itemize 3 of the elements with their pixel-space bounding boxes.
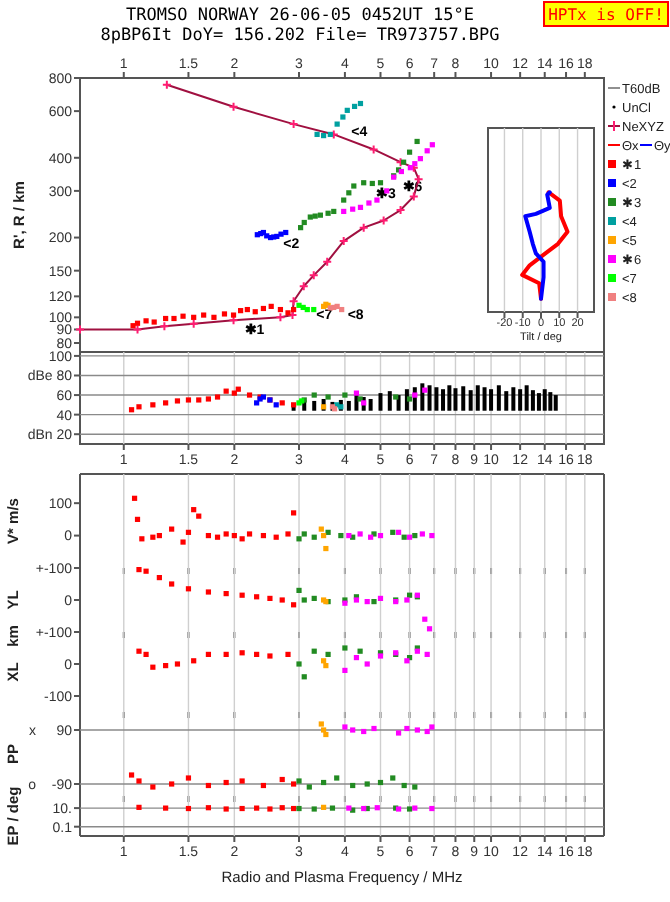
chart-title: TROMSO NORWAY 26-06-05 0452UT 15°E — [126, 6, 474, 26]
text: HPTx is OFF! — [548, 6, 664, 24]
chart-subtitle: 8pBP6It DoY= 156.202 File= TR973757.BPG — [100, 26, 500, 46]
